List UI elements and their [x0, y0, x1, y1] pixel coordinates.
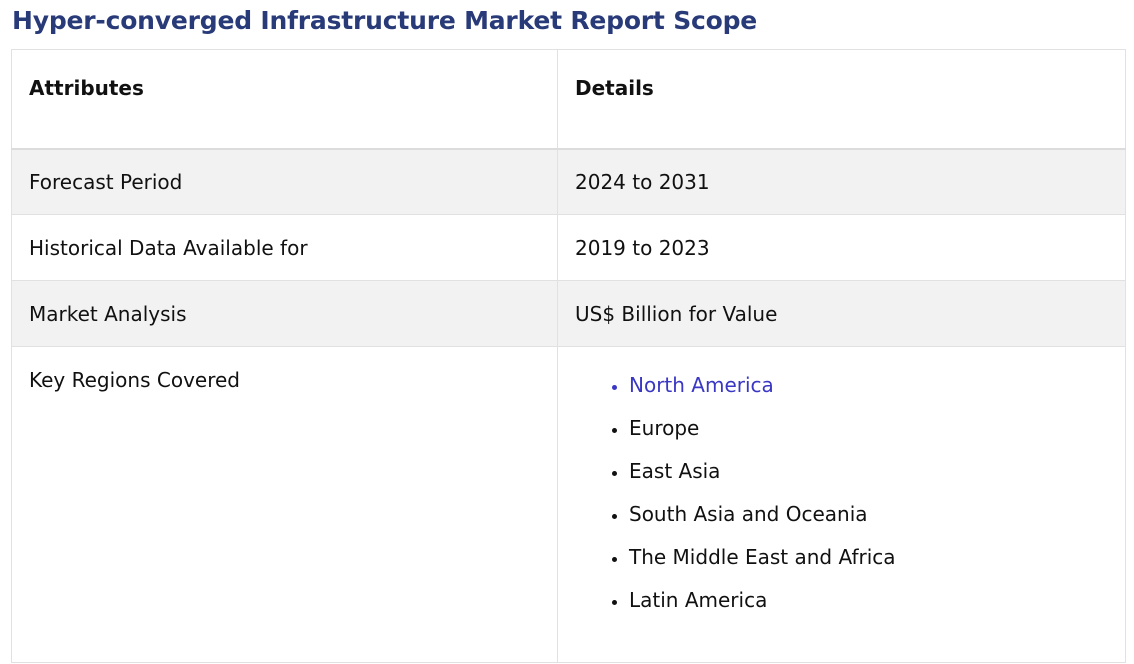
attribute-cell: Historical Data Available for — [11, 214, 558, 281]
column-header-attributes: Attributes — [11, 49, 558, 150]
column-header-details: Details — [557, 49, 1126, 150]
attribute-cell: Market Analysis — [11, 280, 558, 347]
regions-cell: North America Europe East Asia South Asi… — [557, 346, 1126, 663]
attribute-cell: Forecast Period — [11, 148, 558, 215]
detail-cell: 2024 to 2031 — [557, 148, 1126, 215]
region-item: Latin America — [629, 588, 1125, 631]
report-scope-table: Attributes Details Forecast Period 2024 … — [11, 49, 1126, 663]
table-row: Key Regions Covered North America Europe… — [11, 346, 1126, 663]
table-row: Forecast Period 2024 to 2031 — [11, 148, 1126, 215]
region-item: South Asia and Oceania — [629, 502, 1125, 545]
regions-list: North America Europe East Asia South Asi… — [575, 373, 1125, 631]
region-item: Europe — [629, 416, 1125, 459]
detail-cell: US$ Billion for Value — [557, 280, 1126, 347]
region-item: The Middle East and Africa — [629, 545, 1125, 588]
region-link-north-america[interactable]: North America — [629, 373, 1125, 416]
attribute-cell: Key Regions Covered — [11, 346, 558, 663]
region-item: East Asia — [629, 459, 1125, 502]
detail-cell: 2019 to 2023 — [557, 214, 1126, 281]
page-title: Hyper-converged Infrastructure Market Re… — [12, 6, 758, 35]
table-row: Market Analysis US$ Billion for Value — [11, 280, 1126, 347]
table-header-row: Attributes Details — [11, 49, 1126, 150]
table-row: Historical Data Available for 2019 to 20… — [11, 214, 1126, 281]
